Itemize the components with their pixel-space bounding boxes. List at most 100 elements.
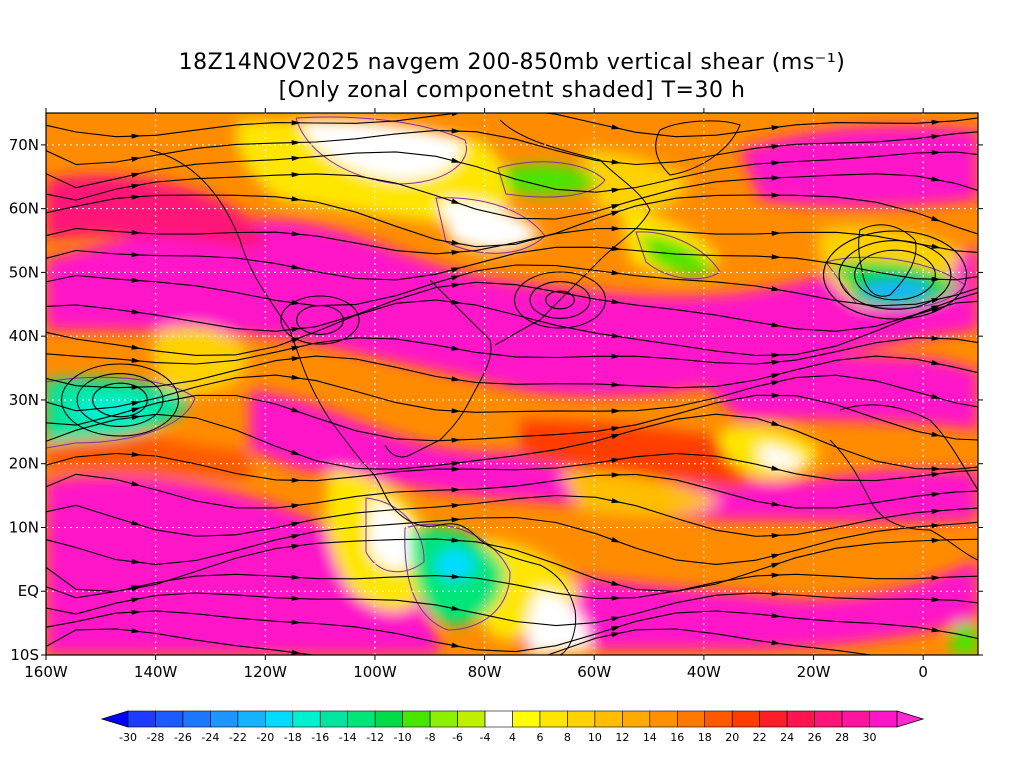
colorbar-swatch xyxy=(402,710,431,728)
streamline-arrow xyxy=(131,357,141,363)
streamline-arrow xyxy=(451,517,461,523)
streamline-arrow xyxy=(771,380,781,386)
streamline-arrow xyxy=(931,307,941,313)
lat-label: EQ xyxy=(18,582,39,600)
gyre-streamline xyxy=(60,363,180,437)
lat-label: 70N xyxy=(9,136,39,154)
colorbar-label: 4 xyxy=(509,731,516,744)
streamline-arrow xyxy=(931,472,941,478)
colorbar-label: 6 xyxy=(536,731,543,744)
streamline-arrow xyxy=(451,503,461,509)
colorbar-swatch xyxy=(237,710,266,728)
streamline-arrow xyxy=(611,580,621,586)
streamline-arrow xyxy=(771,553,781,559)
colorbar-swatch xyxy=(759,710,788,728)
colorbar-label: -30 xyxy=(119,731,137,744)
axis-ticks xyxy=(41,108,983,660)
streamline xyxy=(46,413,978,470)
gyre-streamline xyxy=(92,382,148,418)
streamline-arrow xyxy=(611,616,621,622)
shading-layer xyxy=(46,113,978,655)
streamline-arrow xyxy=(931,508,941,514)
streamline-arrow xyxy=(771,572,781,578)
colorbar-swatch xyxy=(539,710,568,728)
colorbar-arrow-right xyxy=(896,710,925,728)
streamline-arrow xyxy=(291,155,301,161)
colorbar-swatch xyxy=(374,710,403,728)
colorbar: -30 -28 -26 -24 -22 -20 -18 -16 -14 -12 -10 -8 -6 -4 4… xyxy=(100,710,925,744)
streamline-arrow xyxy=(931,466,941,472)
streamline-arrow xyxy=(291,196,301,202)
lat-label: 40N xyxy=(9,327,39,345)
streamline-arrow xyxy=(291,337,301,343)
colorbar-label: 12 xyxy=(615,731,629,744)
streamline-arrow xyxy=(451,198,461,204)
lon-label: 0 xyxy=(918,663,928,681)
streamline-arrow xyxy=(771,392,781,398)
colorbar-label: -8 xyxy=(425,731,436,744)
colorbar-label: -4 xyxy=(480,731,491,744)
streamline-arrow xyxy=(931,393,941,399)
streamline-arrow xyxy=(611,626,621,632)
colorbar-swatch xyxy=(649,710,678,728)
streamline-arrow xyxy=(931,134,941,140)
streamline-arrow xyxy=(451,487,461,493)
streamline-arrow xyxy=(291,140,301,146)
streamline-arrow xyxy=(931,119,941,125)
streamline-arrow xyxy=(291,120,301,126)
streamline xyxy=(46,151,978,193)
colorbar-swatch xyxy=(786,710,815,728)
streamline-arrow xyxy=(771,501,781,507)
streamline-arrow xyxy=(291,449,301,456)
streamline-arrow xyxy=(131,229,141,235)
streamline-arrow xyxy=(131,309,141,315)
coastlines xyxy=(149,119,978,655)
streamline-arrow xyxy=(451,250,461,256)
colorbar-swatch xyxy=(567,710,596,728)
streamline-arrow xyxy=(131,156,141,162)
streamline-arrow xyxy=(291,346,301,351)
gyre-streamline xyxy=(822,230,968,320)
streamline-arrow xyxy=(931,243,941,249)
streamline-arrow xyxy=(611,537,621,543)
chart-title: 18Z14NOV2025 navgem 200-850mb vertical s… xyxy=(178,50,846,75)
streamline-arrow xyxy=(291,356,301,362)
colorbar-swatch xyxy=(319,710,349,728)
streamline-arrow xyxy=(451,128,461,134)
gyre-streamline xyxy=(529,281,591,319)
colorbar-label: -24 xyxy=(201,731,219,744)
streamline-arrow xyxy=(771,420,781,426)
colorbar-swatch xyxy=(484,710,513,728)
colorbar-label: 14 xyxy=(643,731,657,744)
streamline-arrow xyxy=(931,537,941,543)
longitude-labels: 160W 140W 120W 100W 80W 60W 40W 20W 0 xyxy=(24,663,928,681)
streamline-arrow xyxy=(771,562,781,569)
streamline-arrow xyxy=(451,574,461,580)
streamline-arrow xyxy=(771,160,781,166)
streamline-arrow xyxy=(131,407,141,413)
lon-label: 40W xyxy=(687,663,721,681)
lon-label: 60W xyxy=(577,663,611,681)
lon-label: 140W xyxy=(134,663,178,681)
colorbar-swatch xyxy=(127,710,156,728)
streamline-arrow xyxy=(931,360,941,366)
streamline-arrow xyxy=(931,597,941,603)
streamline xyxy=(46,129,978,166)
streamline-arrow xyxy=(771,613,781,619)
streamline-arrow xyxy=(931,176,941,182)
streamline-arrow xyxy=(771,465,781,471)
streamline-arrow xyxy=(771,359,781,365)
streamline-arrow xyxy=(771,144,781,150)
streamline-arrow xyxy=(451,537,461,543)
colorbar-swatch xyxy=(512,710,541,728)
streamline-arrow xyxy=(451,466,461,472)
colorbar-label: -6 xyxy=(452,731,463,744)
streamline-arrow xyxy=(611,632,621,638)
streamline-arrow xyxy=(131,520,141,526)
lon-label: 160W xyxy=(24,663,68,681)
chart-subtitle: [Only zonal componetnt shaded] T=30 h xyxy=(278,78,746,103)
streamline-arrow xyxy=(611,472,621,478)
colorbar-label: -12 xyxy=(366,731,384,744)
streamline-arrow xyxy=(931,150,941,156)
streamline xyxy=(46,610,978,653)
